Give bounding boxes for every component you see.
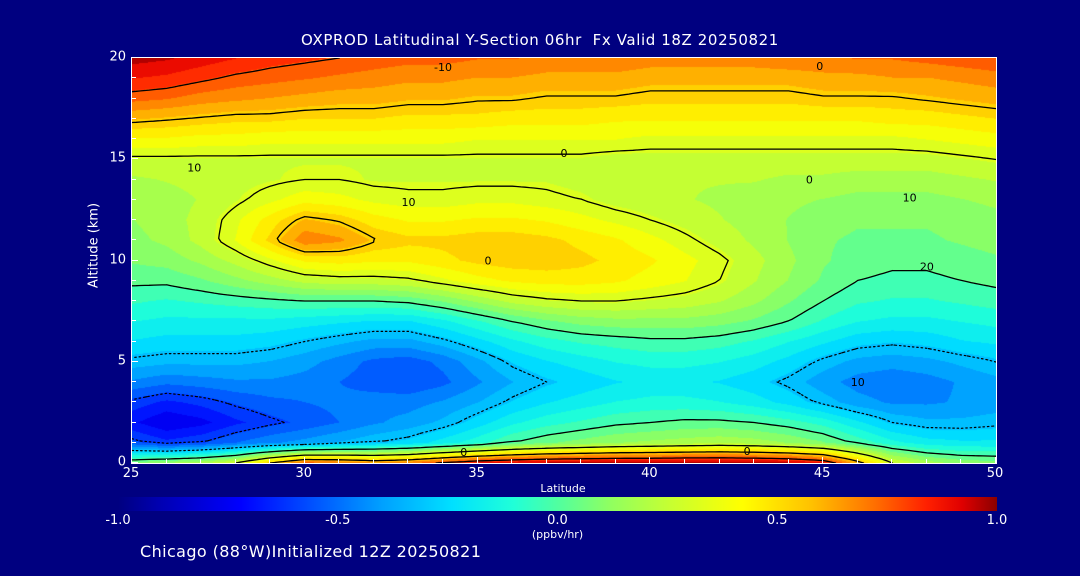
y-axis-tick-minor — [132, 138, 136, 139]
colorbar-units: (ppbv/hr) — [531, 528, 584, 541]
x-axis-tick-minor — [407, 459, 409, 463]
x-axis-tick-minor — [338, 459, 340, 463]
y-axis-tick-minor — [132, 421, 136, 423]
colorbar-tick-label: 1.0 — [986, 513, 1008, 528]
y-axis-tick-minor — [132, 239, 136, 241]
x-axis-tick-major — [822, 457, 824, 463]
x-axis-tick-minor — [200, 459, 202, 463]
y-axis-tick-minor — [132, 401, 136, 403]
x-axis-tick-minor — [891, 459, 893, 463]
y-axis-tick-minor — [132, 441, 136, 443]
heatmap-field — [132, 58, 996, 463]
colorbar-tick-label: -1.0 — [105, 513, 131, 528]
y-axis-tick-major — [132, 360, 138, 362]
plot-area: -10 10 10 0 0 0 10 20 10 0 0 0 — [131, 57, 997, 464]
x-axis-tick-label: 35 — [468, 466, 485, 481]
footer-caption: Chicago (88°W)Initialized 12Z 20250821 — [140, 542, 482, 561]
x-axis-tick-major — [303, 457, 305, 463]
x-axis-tick-minor — [545, 459, 547, 463]
x-axis-tick-major — [649, 457, 651, 463]
x-axis-tick-minor — [269, 459, 271, 463]
x-axis-tick-major — [131, 457, 132, 463]
x-axis-title: Latitude — [540, 482, 586, 495]
y-axis-tick-minor — [132, 219, 136, 220]
x-axis-tick-major — [995, 457, 996, 463]
y-axis-title: Altitude (km) — [86, 202, 102, 289]
colorbar — [118, 497, 997, 511]
x-axis-tick-minor — [856, 459, 858, 463]
colorbar-tick-label: 0.5 — [766, 513, 788, 528]
x-axis-tick-minor — [442, 459, 444, 463]
x-axis-tick-minor — [580, 459, 582, 463]
y-axis-tick-major — [132, 462, 138, 463]
y-axis-tick-minor — [132, 97, 136, 99]
y-axis-tick-minor — [132, 300, 136, 301]
x-axis-tick-minor — [925, 459, 927, 463]
x-axis-tick-minor — [787, 459, 789, 463]
x-axis-tick-minor — [753, 459, 755, 463]
y-axis-tick-minor — [132, 198, 136, 200]
colorbar-gradient — [118, 497, 997, 511]
x-axis-tick-minor — [511, 459, 513, 463]
x-axis-tick-minor — [165, 459, 167, 463]
y-axis-tick-minor — [132, 77, 136, 79]
y-axis-tick-major — [132, 57, 138, 58]
y-axis-tick-label: 0 — [117, 454, 126, 470]
x-axis-tick-label: 50 — [986, 466, 1004, 481]
x-axis-tick-label: 25 — [122, 466, 140, 481]
y-axis-tick-major — [132, 259, 138, 261]
y-axis-tick-minor — [132, 117, 136, 119]
x-axis-tick-minor — [718, 459, 720, 463]
colorbar-tick-label: 0.0 — [547, 513, 568, 528]
y-axis-tick-label: 15 — [109, 150, 126, 166]
y-axis-tick-minor — [132, 340, 136, 342]
colorbar-tick-label: -0.5 — [325, 513, 351, 528]
x-axis-tick-minor — [372, 459, 374, 463]
page-title: OXPROD Latitudinal Y-Section 06hr Fx Val… — [301, 31, 779, 49]
x-axis-tick-major — [476, 457, 478, 463]
y-axis-tick-label: 5 — [117, 353, 126, 369]
y-axis-tick-minor — [132, 320, 136, 322]
x-axis-tick-minor — [683, 459, 685, 463]
x-axis-tick-label: 30 — [295, 466, 313, 481]
x-axis-tick-minor — [234, 459, 236, 463]
x-axis-tick-minor — [614, 459, 616, 463]
y-axis-tick-label: 20 — [109, 49, 126, 65]
x-axis-tick-label: 45 — [813, 466, 831, 481]
y-axis-tick-label: 10 — [109, 252, 126, 267]
y-axis-tick-minor — [132, 279, 136, 281]
y-axis-tick-minor — [132, 381, 136, 382]
y-axis-tick-minor — [132, 178, 136, 180]
x-axis-tick-label: 40 — [641, 466, 658, 481]
y-axis-tick-major — [132, 158, 138, 160]
x-axis-tick-minor — [960, 459, 962, 463]
